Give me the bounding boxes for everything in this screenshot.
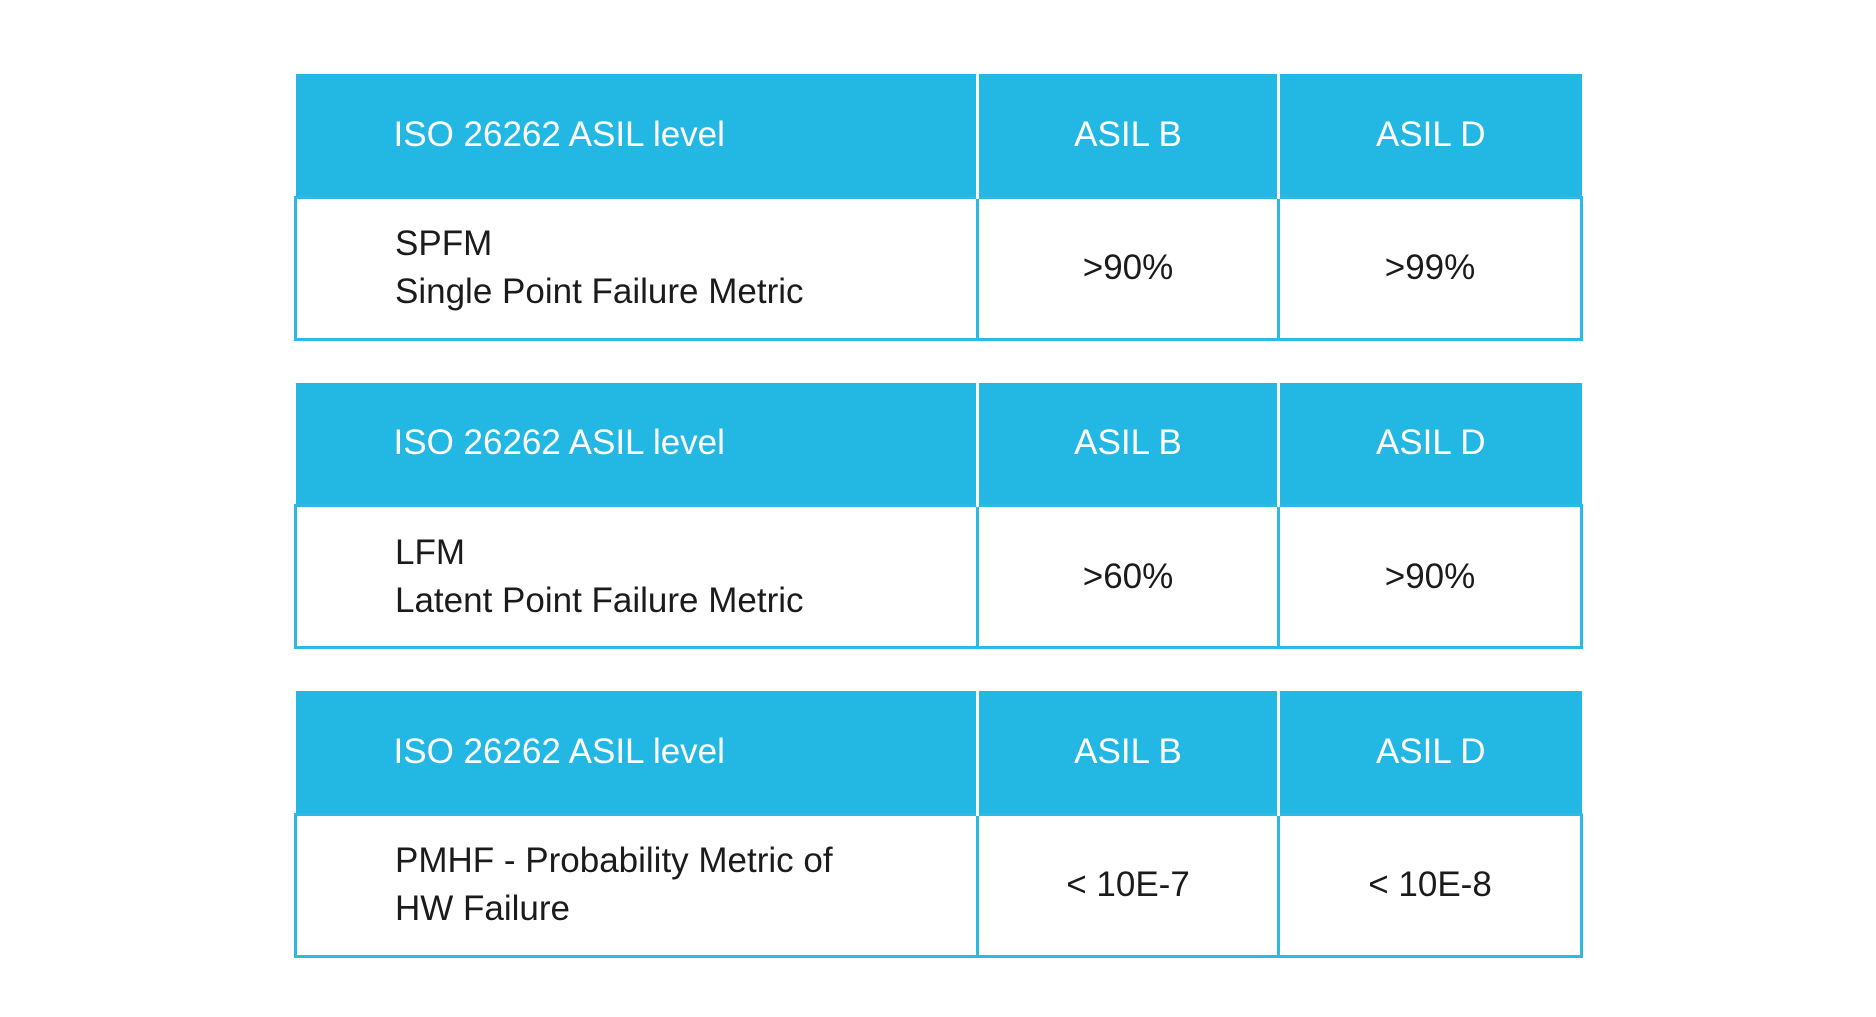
asil-b-value-cell: >60% xyxy=(976,504,1280,649)
table-row: PMHF - Probability Metric of HW Failure … xyxy=(294,812,1583,958)
asil-b-value-cell: >90% xyxy=(976,195,1280,341)
asil-b-value-cell: < 10E-7 xyxy=(976,812,1280,958)
metric-name-cell: SPFM Single Point Failure Metric xyxy=(294,195,979,341)
spfm-table: ISO 26262 ASIL level ASIL B ASIL D SPFM … xyxy=(294,74,1583,341)
table-header-row: ISO 26262 ASIL level ASIL B ASIL D xyxy=(295,74,1582,197)
lfm-table: ISO 26262 ASIL level ASIL B ASIL D LFM L… xyxy=(294,382,1583,649)
metric-full-name: Single Point Failure Metric xyxy=(395,272,804,311)
metric-abbreviation: SPFM xyxy=(395,224,493,263)
header-cell-asil-b: ASIL B xyxy=(976,382,1279,506)
asil-d-value-cell: >99% xyxy=(1277,195,1583,341)
header-cell-asil-d: ASIL D xyxy=(1277,74,1582,197)
header-cell-asil-d: ASIL D xyxy=(1277,382,1582,506)
header-cell-asil-level: ISO 26262 ASIL level xyxy=(295,691,978,814)
table-row: LFM Latent Point Failure Metric >60% >90… xyxy=(294,504,1583,649)
table-header-row: ISO 26262 ASIL level ASIL B ASIL D xyxy=(295,382,1582,506)
metric-full-name: Latent Point Failure Metric xyxy=(395,580,804,620)
asil-tables-group: ISO 26262 ASIL level ASIL B ASIL D SPFM … xyxy=(294,74,1583,958)
header-cell-asil-d: ASIL D xyxy=(1277,691,1582,814)
metric-name-line2: HW Failure xyxy=(395,889,571,928)
header-cell-asil-level: ISO 26262 ASIL level xyxy=(295,74,978,197)
table-row: SPFM Single Point Failure Metric >90% >9… xyxy=(294,195,1583,341)
metric-name-cell: PMHF - Probability Metric of HW Failure xyxy=(294,812,979,958)
asil-d-value-cell: < 10E-8 xyxy=(1277,812,1583,958)
header-cell-asil-level: ISO 26262 ASIL level xyxy=(295,382,978,506)
header-cell-asil-b: ASIL B xyxy=(976,691,1279,814)
header-cell-asil-b: ASIL B xyxy=(976,74,1279,197)
metric-name-cell: LFM Latent Point Failure Metric xyxy=(294,504,979,649)
asil-d-value-cell: >90% xyxy=(1277,504,1583,649)
metric-abbreviation: LFM xyxy=(395,532,465,572)
metric-name-line1: PMHF - Probability Metric of xyxy=(395,841,833,880)
pmhf-table: ISO 26262 ASIL level ASIL B ASIL D PMHF … xyxy=(294,691,1583,958)
table-header-row: ISO 26262 ASIL level ASIL B ASIL D xyxy=(295,691,1582,814)
